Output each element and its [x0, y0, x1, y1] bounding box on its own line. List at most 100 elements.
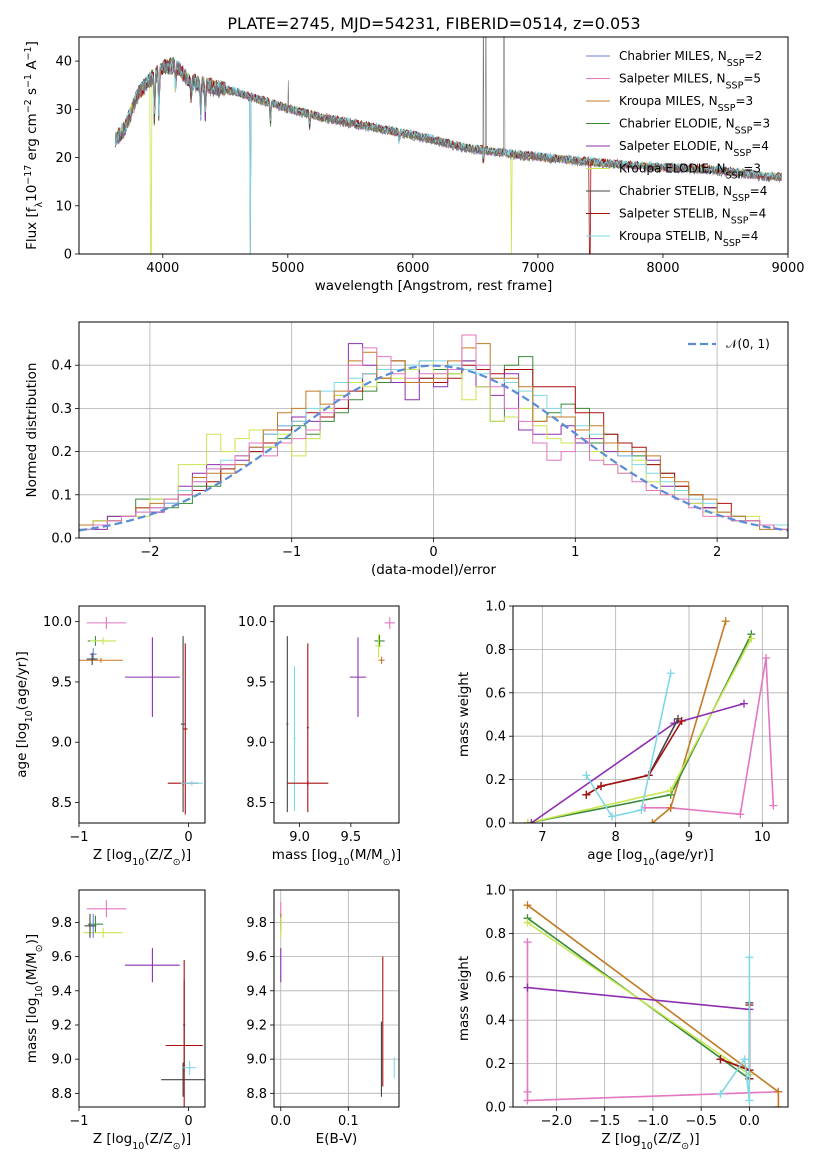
weight-line — [585, 720, 683, 796]
x-tick-label: −1.0 — [637, 1114, 669, 1129]
y-tick-label: 0.2 — [51, 445, 72, 460]
label-span: =5 — [743, 72, 761, 86]
x-axis-label: mass [log10(M/M⊙)] — [272, 847, 401, 868]
weight-line — [527, 638, 753, 823]
gaussian-curve — [79, 364, 788, 532]
plot-area — [79, 616, 203, 815]
panel-residuals: −2 −1 0 1 2 0.0 0.1 0.2 0.3 0.4 (data-model)/error… — [24, 321, 789, 578]
x-tick-label: −1.5 — [589, 1114, 621, 1129]
label-span: mass weight — [456, 672, 472, 757]
y-tick-label: 0.0 — [485, 817, 506, 832]
x-tick-label: −0.5 — [685, 1114, 717, 1129]
x-axis-label: E(B-V) — [316, 1131, 358, 1147]
weight-line — [530, 702, 745, 823]
label-span: )] — [24, 934, 40, 945]
y-tick-label: 9.2 — [51, 1018, 72, 1033]
y-tick-label: 0.8 — [485, 927, 506, 942]
label-span: ⊙ — [681, 1141, 689, 1152]
plot-area — [286, 616, 395, 813]
label-span: (Z/Z — [144, 1131, 172, 1147]
label-span: =4 — [751, 139, 769, 153]
y-axis-label: Flux [fλ10−17 erg cm−2 s−1 A−1] — [23, 41, 45, 250]
panel-spectrum: 4000 5000 6000 7000 8000 9000 0 10 20 30 40 wavelen… — [23, 36, 805, 294]
y-tick-label: 0.4 — [485, 730, 506, 745]
x-tick-label: 9.0 — [289, 830, 310, 845]
x-tick-label: 2 — [713, 545, 721, 560]
panel-mass-vs-Z: −1 08.89.09.29.49.69.8Z [log10(Z/Z⊙)]mass… — [24, 889, 206, 1152]
y-axis-label: age [log10(age/yr)] — [14, 651, 35, 777]
axes-frame — [78, 889, 206, 1108]
y-tick-label: 0.0 — [51, 532, 72, 547]
label-span: ⊙ — [34, 944, 45, 952]
axes-frame — [273, 889, 400, 1108]
panel-age-vs-mass: 9.0 9.5 8.5 9.0 9.5 10.0 mass [log10(M/M⊙)] — [238, 605, 401, 868]
label-span: =2 — [745, 49, 763, 63]
y-tick-label: 9.4 — [51, 984, 72, 999]
label-span: age [ — [587, 847, 622, 863]
label-span: SSP — [726, 80, 744, 91]
label-span: ] — [24, 41, 40, 46]
label-span: (data-model)/error — [371, 562, 497, 578]
x-tick-label: 7 — [538, 830, 546, 845]
label-span: Flux [f — [24, 206, 40, 250]
y-tick-label: 9.0 — [51, 1053, 72, 1068]
label-span: SSP — [718, 103, 736, 114]
label-sub: 10 — [643, 857, 655, 868]
label-span: SSP — [732, 193, 750, 204]
y-tick-label: 8.8 — [246, 1087, 267, 1102]
label-sub: 10 — [337, 857, 349, 868]
y-tick-label: 0.4 — [485, 1014, 506, 1029]
legend-label: Chabrier STELIB, NSSP=4 — [619, 184, 767, 204]
label-span: (age/yr)] — [655, 847, 714, 863]
y-axis-label: mass [log10(M/M⊙)] — [24, 934, 45, 1063]
label-span: ⊙ — [173, 857, 181, 868]
label-span: )] — [689, 1131, 700, 1147]
label-span: wavelength [Angstrom, rest frame] — [315, 278, 553, 294]
legend-label: Kroupa STELIB, NSSP=4 — [619, 229, 758, 249]
y-tick-label: 0.6 — [485, 970, 506, 985]
axes-frame — [512, 605, 789, 824]
label-span: )] — [181, 1131, 192, 1147]
y-tick-label: 0.2 — [485, 773, 506, 788]
label-span: A — [24, 60, 40, 74]
plot-area — [79, 334, 788, 532]
label-span: (M/M — [24, 952, 40, 985]
label-span: −1 — [23, 74, 34, 88]
y-tick-label: 1.0 — [485, 884, 506, 899]
legend-label: Chabrier MILES, NSSP=2 — [619, 49, 762, 69]
x-tick-label: 9000 — [771, 261, 804, 276]
y-tick-label: 10.0 — [43, 615, 72, 630]
y-tick-label: 0.2 — [485, 1057, 506, 1072]
label-span: )] — [391, 847, 402, 863]
y-tick-label: 9.6 — [246, 950, 267, 965]
y-tick-label: 9.0 — [51, 736, 72, 751]
label-span: ⊙ — [173, 1141, 181, 1152]
axes-frame — [78, 321, 789, 539]
x-tick-label: 9.5 — [341, 830, 362, 845]
x-tick-label: −2.0 — [541, 1114, 573, 1129]
label-span: λ — [34, 202, 45, 208]
label-span: Normed distribution — [24, 363, 40, 498]
label-span: =3 — [752, 117, 770, 131]
label-span: log — [112, 847, 133, 863]
label-span: −17 — [23, 165, 34, 185]
y-tick-label: 9.2 — [246, 1018, 267, 1033]
figure-title: PLATE=2745, MJD=54231, FIBERID=0514, z=0… — [227, 14, 640, 33]
y-axis-label: Normed distribution — [24, 363, 40, 498]
label-span: age [ — [14, 743, 30, 778]
label-span: =3 — [743, 162, 761, 176]
plot-area — [114, 37, 782, 254]
panels: 4000 5000 6000 7000 8000 9000010203040wavelen… — [14, 36, 805, 1152]
legend-label: Chabrier ELODIE, NSSP=3 — [619, 117, 770, 137]
weight-line — [585, 673, 672, 818]
label-span: SSP — [723, 238, 741, 249]
legend-label: Salpeter ELODIE, NSSP=4 — [619, 139, 769, 159]
axes-frame — [273, 605, 400, 824]
label-span: Salpeter MILES, N — [619, 72, 726, 86]
y-tick-label: 9.0 — [246, 736, 267, 751]
label-span: log — [14, 722, 30, 743]
y-tick-label: 9.5 — [246, 675, 267, 690]
label-span: log — [112, 1131, 133, 1147]
weight-line — [719, 957, 751, 1101]
